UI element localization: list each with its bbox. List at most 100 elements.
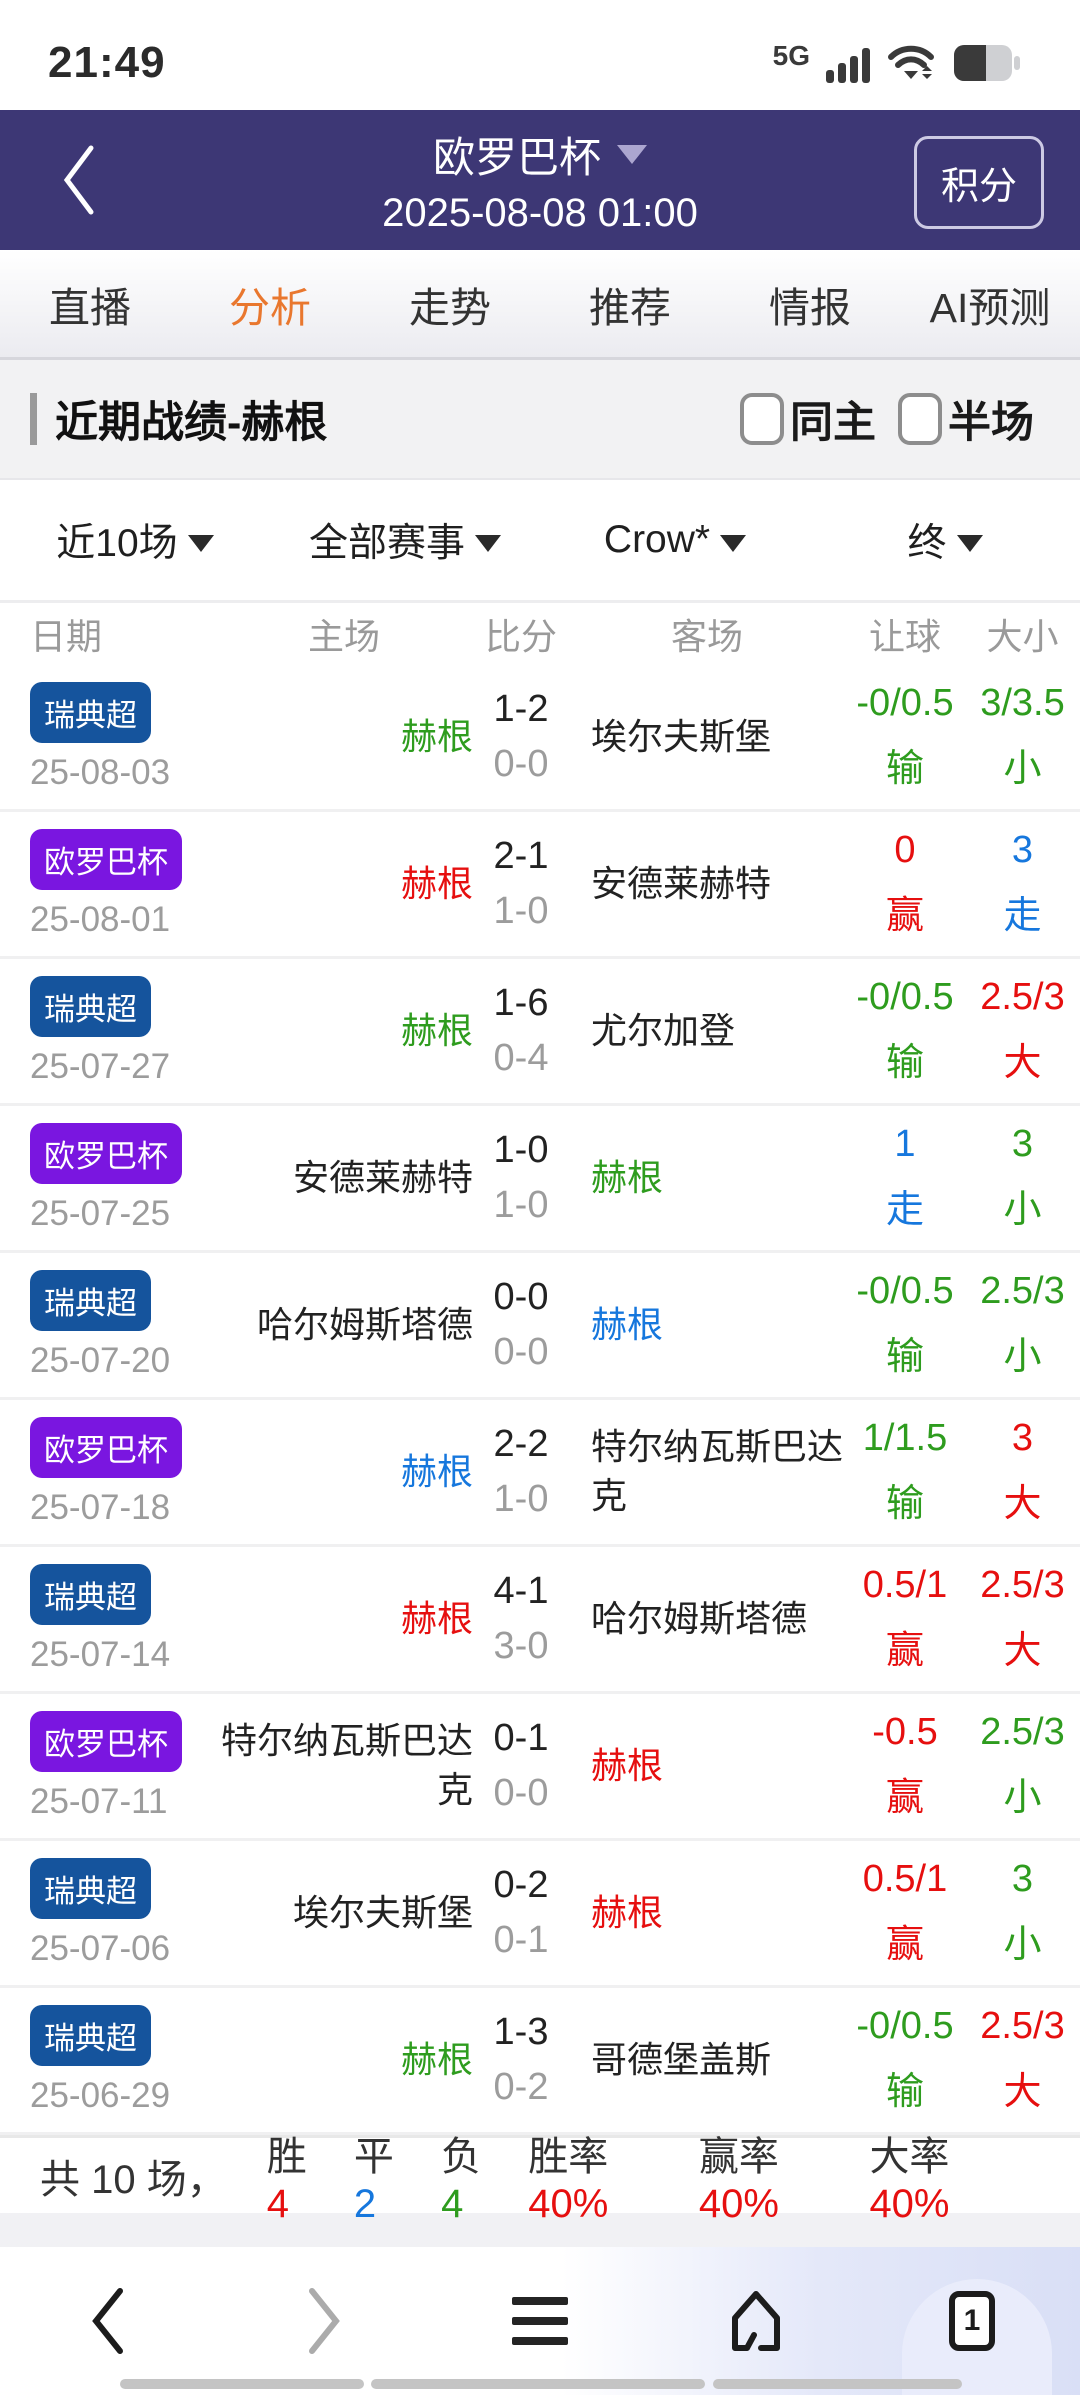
overunder-result: 大 [1003,1042,1042,1084]
away-team: 尤尔加登 [591,1009,736,1051]
match-row[interactable]: 瑞典超 25-07-20 哈尔姆斯塔德 0-0 0-0 赫根 -0/0.5 输 [0,1253,1080,1400]
tab-bar: 直播 分析 走势 推荐 情报 AI预测 [0,250,1080,360]
overunder-line: 3 [1011,1858,1034,1900]
tab-label: 分析 [229,284,311,331]
match-row[interactable]: 瑞典超 25-06-29 赫根 1-3 0-2 哥德堡盖斯 -0/0.5 输 [0,1988,1080,2135]
tab-2[interactable]: 分析 [180,250,360,357]
standings-button[interactable]: 积分 [913,136,1044,229]
home-team: 埃尔夫斯堡 [292,1891,473,1933]
league-badge: 瑞典超 [30,1563,151,1625]
away-team: 赫根 [591,1744,664,1786]
tab-4[interactable]: 推荐 [540,250,720,357]
checkbox[interactable] [898,393,942,445]
network-type-label: 5G [772,40,810,71]
checkbox-label: 半场 [948,399,1034,447]
checkbox-group: 半场 [898,388,1034,450]
overunder-result: 小 [1003,1924,1042,1966]
overunder-line: 3 [1011,1417,1034,1459]
summary-label: 赢率 [698,2135,779,2179]
nav-back-button[interactable] [0,2247,216,2395]
filter-dropdown[interactable]: Crow* [540,518,810,562]
half-time-score: 1-0 [493,890,549,932]
match-row[interactable]: 瑞典超 25-08-03 赫根 1-2 0-0 埃尔夫斯堡 -0/0.5 输 [0,665,1080,812]
section-header: 近期战绩-赫根 同主 半场 [0,360,1080,480]
overunder-line: 3 [1011,1123,1034,1165]
gesture-bar[interactable] [120,2379,364,2389]
match-date: 25-07-06 [30,1928,171,1968]
summary-segment: 共 10 场， [40,2147,267,2205]
overunder-result: 小 [1003,1777,1042,1819]
filter-dropdown[interactable]: 终 [810,512,1080,568]
match-row[interactable]: 欧罗巴杯 25-07-25 安德莱赫特 1-0 1-0 赫根 1 走 [0,1106,1080,1253]
filter-dropdown[interactable]: 近10场 [0,512,270,568]
league-badge: 欧罗巴杯 [30,828,182,890]
home-team: 赫根 [400,1597,473,1639]
summary-label: 大率 [869,2135,950,2179]
half-time-score: 0-0 [493,1772,549,1814]
table-header-row: 日期 主场 比分 客场 让球 大小 [0,603,1080,665]
nav-tabs-button[interactable]: 1 [864,2247,1080,2395]
status-icons: 5G [772,40,1020,88]
nav-home-button[interactable] [648,2247,864,2395]
dropdown-arrow-icon [956,534,983,552]
column-header-handicap: 让球 [868,616,941,657]
checkbox[interactable] [740,393,784,445]
match-row[interactable]: 欧罗巴杯 25-07-11 特尔纳瓦斯巴达克 0-1 0-0 赫根 -0.5 赢 [0,1694,1080,1841]
handicap-line: -0/0.5 [856,1270,954,1312]
filter-dropdown[interactable]: 全部赛事 [270,512,540,568]
home-team: 哈尔姆斯塔德 [256,1303,473,1345]
full-time-score: 0-2 [493,1864,549,1906]
nav-forward-button[interactable] [216,2247,432,2395]
column-header-away: 客场 [670,616,743,657]
overunder-line: 2.5/3 [980,1270,1065,1312]
full-time-score: 0-1 [493,1717,549,1759]
league-badge: 瑞典超 [30,1269,151,1331]
summary-value: 40% [698,2182,779,2226]
tab-label: 直播 [49,284,131,331]
summary-value: 4 [441,2182,464,2226]
league-badge: 瑞典超 [30,2004,151,2066]
gesture-bar[interactable] [371,2379,705,2389]
match-row[interactable]: 欧罗巴杯 25-07-18 赫根 2-2 1-0 特尔纳瓦斯巴达克 1/1.5 … [0,1400,1080,1547]
page-title: 欧罗巴杯 [432,134,601,181]
full-time-score: 2-2 [493,1423,549,1465]
overunder-result: 走 [1003,895,1042,937]
handicap-line: -0/0.5 [856,2005,954,2047]
home-team: 赫根 [400,862,473,904]
summary-segment: 胜4 [267,2124,354,2227]
summary-segment: 大率40% [869,2124,1040,2227]
back-button[interactable] [34,110,124,250]
overunder-line: 2.5/3 [980,2005,1065,2047]
section-title: 近期战绩-赫根 [55,399,328,447]
wifi-icon [888,43,938,88]
league-selector[interactable]: 欧罗巴杯 [382,124,698,185]
section-accent-bar [30,393,37,445]
overunder-line: 3/3.5 [980,682,1065,724]
nav-menu-button[interactable] [432,2247,648,2395]
match-date: 25-07-20 [30,1340,171,1380]
half-time-score: 0-2 [493,2066,549,2108]
handicap-result: 赢 [885,1630,924,1672]
column-header-home: 主场 [307,616,380,657]
tab-3[interactable]: 走势 [360,250,540,357]
match-date: 25-07-11 [30,1781,168,1821]
summary-segment: 胜率40% [528,2124,699,2227]
gesture-bar[interactable] [713,2379,962,2389]
match-row[interactable]: 瑞典超 25-07-14 赫根 4-1 3-0 哈尔姆斯塔德 0.5/1 赢 [0,1547,1080,1694]
checkbox-label: 同主 [790,399,876,447]
summary-value: 40% [528,2182,609,2226]
full-time-score: 1-2 [493,688,549,730]
tab-1[interactable]: 直播 [0,250,180,357]
handicap-result: 赢 [885,1924,924,1966]
filter-label: Crow* [603,518,711,561]
handicap-result: 输 [885,1042,924,1084]
match-row[interactable]: 瑞典超 25-07-27 赫根 1-6 0-4 尤尔加登 -0/0.5 输 [0,959,1080,1106]
match-row[interactable]: 欧罗巴杯 25-08-01 赫根 2-1 1-0 安德莱赫特 0 赢 [0,812,1080,959]
away-team: 埃尔夫斯堡 [591,715,772,757]
match-row[interactable]: 瑞典超 25-07-06 埃尔夫斯堡 0-2 0-1 赫根 0.5/1 赢 [0,1841,1080,1988]
home-team: 安德莱赫特 [292,1156,473,1198]
tab-count-icon: 1 [949,2291,995,2351]
tab-5[interactable]: 情报 [720,250,900,357]
tab-6[interactable]: AI预测 [900,250,1080,357]
nav-gap [0,2213,1080,2247]
